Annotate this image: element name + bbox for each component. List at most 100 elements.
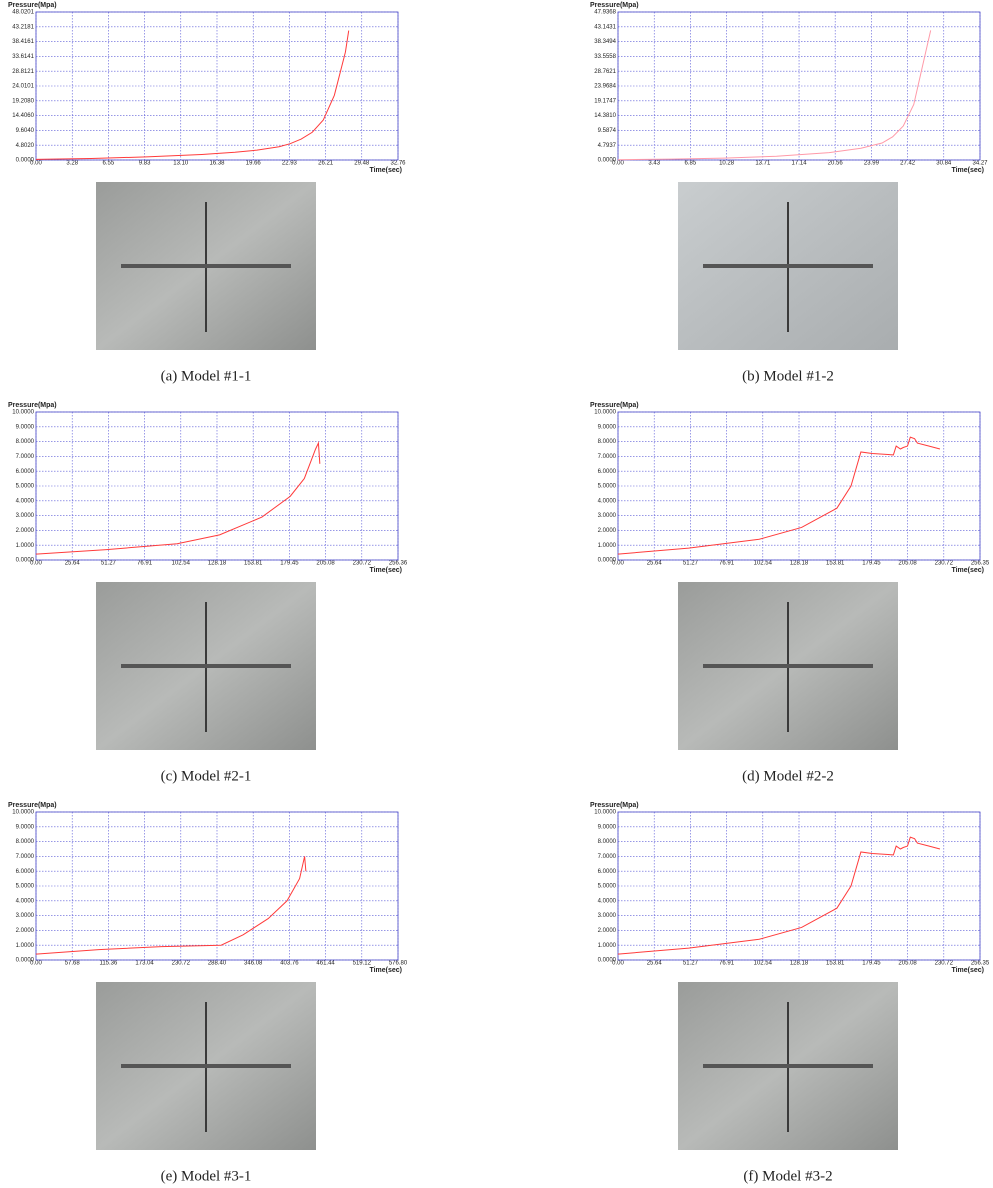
y-tick-label: 6.0000: [16, 869, 35, 875]
y-tick-label: 19.2080: [12, 98, 34, 104]
x-tick-label: 153.81: [826, 961, 845, 967]
y-tick-label: 1.0000: [598, 543, 617, 549]
y-tick-label: 19.1747: [594, 98, 616, 104]
y-axis-label: Pressure(Mpa): [590, 402, 639, 409]
x-tick-label: 128.18: [790, 561, 809, 567]
y-tick-label: 7.0000: [16, 454, 35, 460]
y-tick-label: 10.0000: [12, 410, 34, 416]
x-axis-label: Time(sec): [951, 167, 984, 174]
y-tick-label: 33.6141: [12, 54, 34, 60]
x-tick-label: 17.14: [792, 161, 808, 167]
y-tick-label: 4.8020: [16, 143, 35, 149]
y-tick-label: 10.0000: [594, 410, 616, 416]
x-tick-label: 179.45: [862, 561, 881, 567]
y-tick-label: 38.4161: [12, 39, 34, 45]
x-tick-label: 0.00: [612, 961, 624, 967]
y-tick-label: 4.0000: [598, 498, 617, 504]
x-tick-label: 34.27: [972, 161, 988, 167]
x-tick-label: 76.91: [719, 561, 735, 567]
y-tick-label: 9.0000: [16, 824, 35, 830]
y-tick-label: 2.0000: [16, 528, 35, 534]
y-tick-label: 9.0000: [598, 424, 617, 430]
y-axis-label: Pressure(Mpa): [590, 2, 639, 9]
y-tick-label: 7.0000: [16, 854, 35, 860]
x-tick-label: 57.68: [65, 961, 81, 967]
x-tick-label: 403.76: [280, 961, 299, 967]
y-tick-label: 43.2181: [12, 24, 34, 30]
x-tick-label: 102.54: [754, 561, 773, 567]
y-tick-label: 5.0000: [598, 484, 617, 490]
x-axis-label: Time(sec): [369, 967, 402, 974]
x-tick-label: 16.38: [209, 161, 225, 167]
x-tick-label: 256.35: [971, 561, 990, 567]
x-tick-label: 0.00: [30, 161, 42, 167]
x-tick-label: 153.81: [244, 561, 263, 567]
x-tick-label: 25.64: [65, 561, 81, 567]
x-tick-label: 0.00: [30, 961, 42, 967]
x-tick-label: 3.28: [66, 161, 78, 167]
y-tick-label: 4.0000: [16, 898, 35, 904]
x-tick-label: 346.08: [244, 961, 263, 967]
x-tick-label: 76.91: [137, 561, 153, 567]
x-tick-label: 230.72: [935, 961, 954, 967]
y-tick-label: 6.0000: [598, 869, 617, 875]
x-axis-label: Time(sec): [369, 167, 402, 174]
y-axis-label: Pressure(Mpa): [8, 402, 57, 409]
x-tick-label: 205.08: [898, 561, 917, 567]
y-tick-label: 3.0000: [598, 513, 617, 519]
x-axis-label: Time(sec): [369, 567, 402, 574]
x-tick-label: 153.81: [826, 561, 845, 567]
y-tick-label: 4.0000: [16, 498, 35, 504]
x-tick-label: 128.18: [790, 961, 809, 967]
y-tick-label: 5.0000: [16, 484, 35, 490]
y-tick-label: 3.0000: [598, 913, 617, 919]
x-tick-label: 128.18: [208, 561, 227, 567]
y-tick-label: 2.0000: [16, 928, 35, 934]
x-tick-label: 22.93: [282, 161, 298, 167]
x-tick-label: 0.00: [612, 161, 624, 167]
y-tick-label: 1.0000: [598, 943, 617, 949]
y-tick-label: 5.0000: [16, 884, 35, 890]
y-tick-label: 3.0000: [16, 913, 35, 919]
caption: (a) Model #1-1: [161, 368, 252, 384]
y-tick-label: 10.0000: [594, 810, 616, 816]
x-tick-label: 13.10: [173, 161, 189, 167]
y-tick-label: 9.0000: [16, 424, 35, 430]
x-tick-label: 205.08: [898, 961, 917, 967]
x-tick-label: 576.80: [389, 961, 408, 967]
x-axis-label: Time(sec): [951, 967, 984, 974]
y-tick-label: 9.6040: [16, 128, 35, 134]
y-tick-label: 14.3810: [594, 113, 616, 119]
x-tick-label: 230.72: [353, 561, 372, 567]
y-tick-label: 7.0000: [598, 854, 617, 860]
y-axis-label: Pressure(Mpa): [8, 802, 57, 809]
y-tick-label: 8.0000: [16, 439, 35, 445]
x-tick-label: 461.44: [316, 961, 335, 967]
y-tick-label: 6.0000: [598, 469, 617, 475]
data-line: [618, 30, 931, 159]
y-tick-label: 6.0000: [16, 469, 35, 475]
data-line: [618, 837, 940, 954]
x-tick-label: 51.27: [101, 561, 117, 567]
x-tick-label: 51.27: [683, 961, 699, 967]
y-tick-label: 28.7621: [594, 69, 616, 75]
x-tick-label: 32.76: [390, 161, 406, 167]
y-tick-label: 10.0000: [12, 810, 34, 816]
y-tick-label: 8.0000: [16, 839, 35, 845]
y-tick-label: 47.9368: [594, 10, 616, 16]
data-line: [618, 437, 940, 554]
x-tick-label: 519.12: [353, 961, 372, 967]
y-tick-label: 8.0000: [598, 839, 617, 845]
y-tick-label: 28.8121: [12, 69, 34, 75]
data-line: [36, 31, 349, 160]
x-tick-label: 179.45: [280, 561, 299, 567]
x-tick-label: 230.72: [172, 961, 191, 967]
y-axis-label: Pressure(Mpa): [590, 802, 639, 809]
x-tick-label: 9.83: [139, 161, 151, 167]
y-tick-label: 23.9684: [594, 84, 616, 90]
caption: (b) Model #1-2: [742, 368, 834, 384]
y-tick-label: 3.0000: [16, 513, 35, 519]
x-tick-label: 102.54: [172, 561, 191, 567]
x-tick-label: 288.40: [208, 961, 227, 967]
x-tick-label: 6.85: [685, 161, 697, 167]
